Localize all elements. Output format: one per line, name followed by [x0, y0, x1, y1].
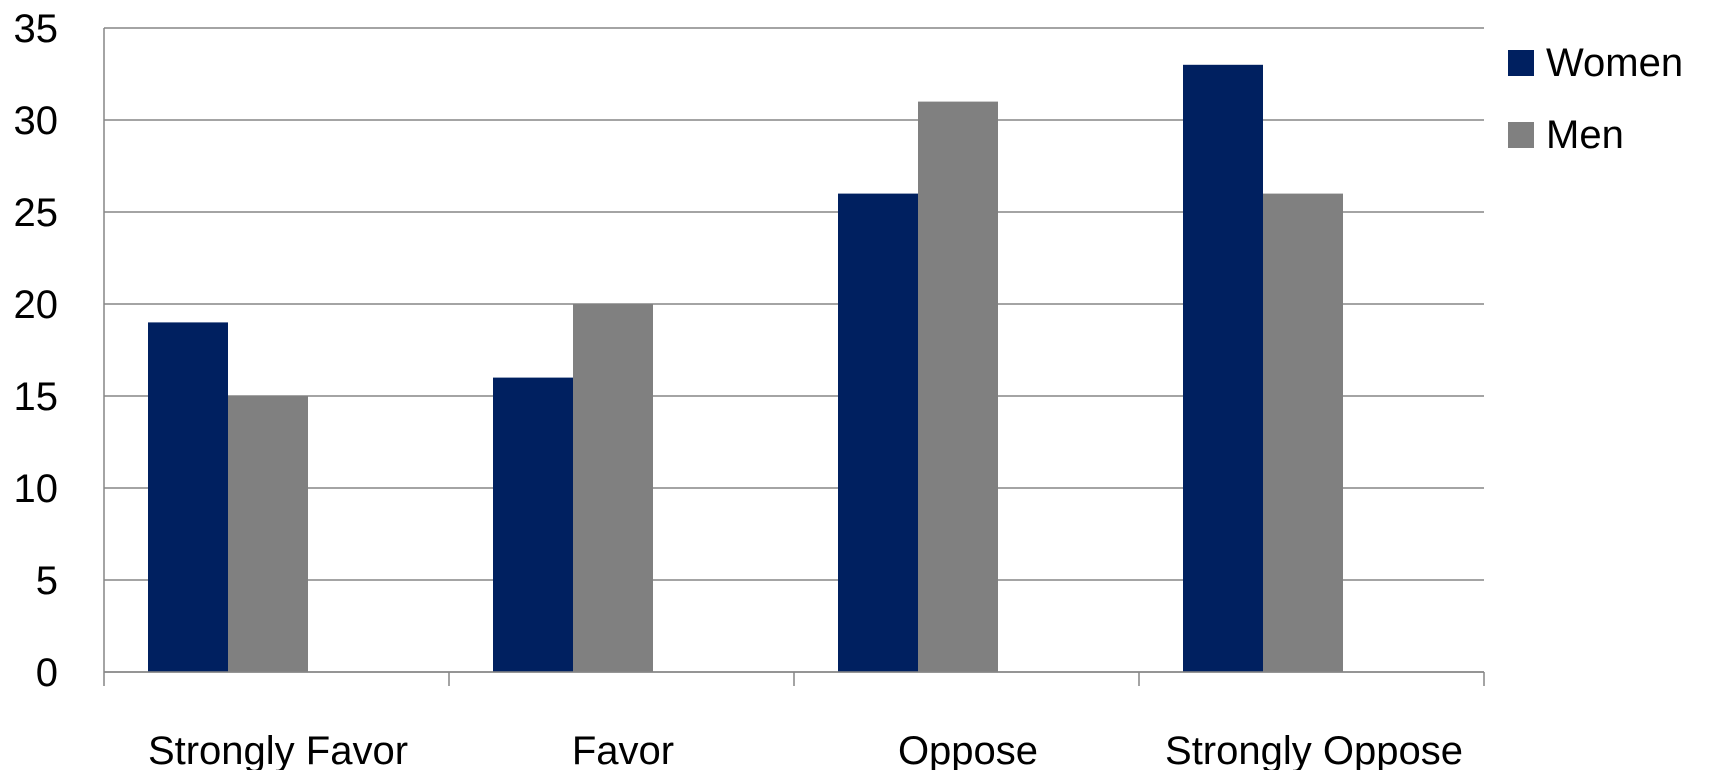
bar-men-4	[1263, 193, 1343, 672]
legend: Women Men	[1508, 41, 1683, 157]
y-tick-label: 20	[14, 283, 59, 327]
bar-women-1	[148, 322, 228, 672]
x-axis	[103, 28, 1485, 686]
y-tick-label: 10	[14, 467, 59, 511]
bar-women-3	[838, 193, 918, 672]
bar-women-4	[1183, 64, 1263, 673]
bar-men-1	[228, 396, 308, 672]
y-tick-label: 25	[14, 191, 59, 235]
legend-swatch-women	[1508, 50, 1534, 76]
legend-label-men: Men	[1546, 113, 1624, 157]
x-category-label: Oppose	[898, 729, 1038, 770]
bars	[148, 64, 1343, 673]
x-axis-category-labels: Strongly Favor Favor Oppose Strongly Oppose	[148, 729, 1463, 770]
bar-men-3	[918, 101, 998, 673]
gridlines	[104, 27, 1484, 673]
legend-swatch-men	[1508, 122, 1534, 148]
y-tick-label: 35	[14, 7, 59, 51]
x-category-label: Strongly Oppose	[1165, 729, 1463, 770]
legend-label-women: Women	[1546, 41, 1683, 85]
y-tick-label: 15	[14, 375, 59, 419]
x-category-label: Strongly Favor	[148, 729, 408, 770]
y-axis-tick-labels: 0 5 10 15 20 25 30 35	[14, 7, 59, 695]
y-tick-label: 0	[36, 651, 58, 695]
x-category-label: Favor	[572, 729, 674, 770]
bar-women-2	[493, 377, 573, 672]
y-tick-label: 30	[14, 99, 59, 143]
bar-men-2	[573, 304, 653, 672]
y-tick-label: 5	[36, 559, 58, 603]
